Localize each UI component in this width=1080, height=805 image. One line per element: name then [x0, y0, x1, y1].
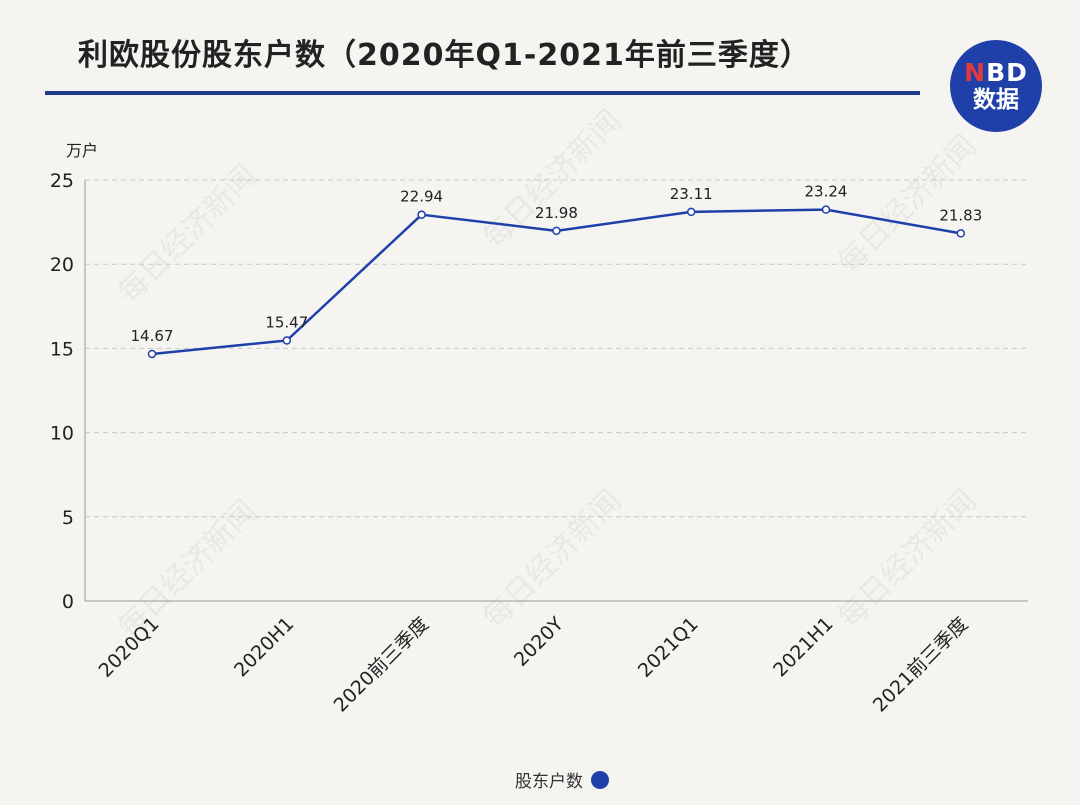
y-tick-label: 10: [50, 423, 74, 445]
data-point: [821, 205, 831, 214]
x-tick-label: 2021前三季度: [869, 613, 972, 716]
nbd-logo: NBD 数据: [950, 40, 1042, 132]
data-point: [956, 229, 966, 238]
data-point: [686, 207, 696, 217]
y-tick-label: 0: [62, 591, 74, 613]
legend-marker: [591, 770, 609, 789]
x-tick-label: 2021Q1: [634, 613, 703, 682]
data-point: [417, 210, 426, 219]
title-underline: [45, 91, 920, 95]
data-point: [147, 349, 157, 359]
data-label: 15.47: [265, 313, 308, 331]
logo-text: 数据: [973, 87, 1019, 113]
data-label: 23.11: [670, 185, 713, 203]
data-label: 23.24: [805, 183, 848, 201]
x-tick-label: 2021H1: [769, 613, 837, 681]
data-label: 14.67: [131, 327, 174, 345]
legend: 股东户数: [515, 767, 609, 792]
y-unit-label: 万户: [66, 141, 98, 160]
logo-letter-n: N: [964, 58, 987, 87]
data-label: 21.98: [535, 204, 578, 222]
data-point: [282, 336, 292, 345]
x-tick-label: 2020前三季度: [330, 613, 433, 716]
data-label: 21.83: [939, 206, 982, 224]
y-tick-label: 15: [50, 338, 74, 360]
data-point: [552, 226, 561, 236]
x-tick-label: 2020H1: [230, 613, 298, 681]
chart-title: 利欧股份股东户数（2020年Q1-2021年前三季度）: [78, 38, 811, 73]
legend-label: 股东户数: [515, 772, 583, 792]
y-tick-label: 25: [50, 170, 74, 192]
y-tick-label: 5: [62, 507, 74, 529]
y-tick-label: 20: [50, 254, 74, 276]
logo-letters-bd: BD: [986, 58, 1028, 87]
x-tick-label: 2020Q1: [95, 613, 164, 682]
x-tick-label: 2020Y: [510, 613, 568, 671]
data-label: 22.94: [400, 188, 443, 206]
